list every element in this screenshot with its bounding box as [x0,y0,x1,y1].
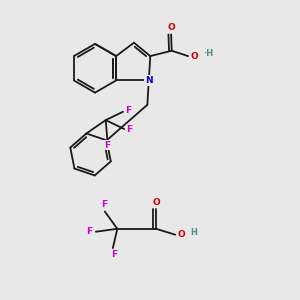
Text: O: O [191,52,199,61]
Text: F: F [126,124,133,134]
Text: O: O [178,230,186,239]
Text: O: O [167,23,175,32]
Text: F: F [86,227,92,236]
Text: F: F [125,106,131,115]
Text: F: F [111,250,117,259]
Text: F: F [104,141,110,150]
Text: O: O [152,198,160,207]
Text: F: F [101,200,107,209]
Text: H: H [191,228,198,237]
Text: ·H: ·H [203,49,214,58]
Text: N: N [145,76,153,85]
